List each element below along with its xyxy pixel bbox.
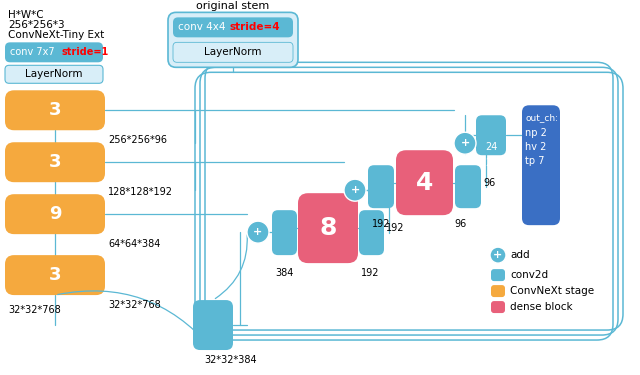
Text: conv 7x7: conv 7x7 [10, 47, 58, 57]
FancyBboxPatch shape [396, 150, 453, 215]
Text: ConvNeXt-Tiny Ext: ConvNeXt-Tiny Ext [8, 30, 104, 40]
Text: 128*128*192: 128*128*192 [108, 187, 173, 197]
FancyBboxPatch shape [455, 165, 481, 208]
Text: dense block: dense block [510, 302, 573, 312]
Text: LayerNorm: LayerNorm [204, 47, 262, 57]
FancyBboxPatch shape [5, 65, 103, 83]
FancyBboxPatch shape [368, 165, 394, 208]
Text: H*W*C: H*W*C [8, 10, 44, 20]
Text: 256*256*3: 256*256*3 [8, 20, 65, 30]
Text: 32*32*768: 32*32*768 [8, 305, 61, 315]
Text: 4: 4 [416, 171, 433, 195]
FancyBboxPatch shape [491, 301, 505, 313]
FancyBboxPatch shape [173, 17, 293, 38]
Circle shape [490, 247, 506, 263]
Text: 8: 8 [319, 216, 337, 240]
FancyBboxPatch shape [173, 42, 293, 62]
Circle shape [247, 221, 269, 243]
Text: 9: 9 [49, 205, 61, 223]
Text: 24: 24 [485, 158, 497, 168]
Circle shape [344, 179, 366, 201]
Text: +: + [493, 250, 502, 260]
Text: 3: 3 [49, 101, 61, 119]
Text: stride=4: stride=4 [230, 22, 280, 32]
Text: 192: 192 [361, 268, 380, 278]
FancyBboxPatch shape [168, 12, 298, 67]
FancyBboxPatch shape [5, 42, 103, 62]
Circle shape [454, 132, 476, 154]
FancyBboxPatch shape [5, 90, 105, 130]
Text: 384: 384 [275, 268, 294, 278]
Text: out_ch:: out_ch: [525, 113, 558, 122]
Text: +: + [460, 138, 470, 148]
FancyBboxPatch shape [5, 255, 105, 295]
Text: 96: 96 [454, 219, 467, 229]
FancyBboxPatch shape [359, 210, 384, 255]
FancyBboxPatch shape [272, 210, 297, 255]
Text: stride=1: stride=1 [61, 47, 108, 57]
Text: tp 7: tp 7 [525, 156, 545, 166]
Text: 3: 3 [49, 153, 61, 171]
Text: hv 2: hv 2 [525, 142, 547, 152]
Text: conv2d: conv2d [510, 270, 548, 280]
Text: +: + [253, 227, 262, 237]
FancyBboxPatch shape [491, 269, 505, 281]
Text: LayerNorm: LayerNorm [25, 69, 83, 79]
Text: ConvNeXt stage: ConvNeXt stage [510, 286, 594, 296]
Text: 256*256*96: 256*256*96 [108, 135, 167, 145]
FancyBboxPatch shape [5, 194, 105, 234]
FancyBboxPatch shape [476, 115, 506, 155]
Text: 3: 3 [49, 266, 61, 284]
FancyBboxPatch shape [193, 300, 233, 350]
FancyBboxPatch shape [491, 285, 505, 297]
Text: +: + [350, 185, 360, 195]
Text: np 2: np 2 [525, 128, 547, 138]
Text: 32*32*384: 32*32*384 [205, 355, 257, 365]
Text: 24: 24 [485, 142, 497, 152]
Text: 192: 192 [372, 219, 390, 229]
Text: original stem: original stem [196, 2, 269, 11]
Text: 64*64*384: 64*64*384 [108, 239, 161, 249]
FancyBboxPatch shape [298, 193, 358, 263]
Text: add: add [510, 250, 530, 260]
Text: conv 4x4: conv 4x4 [178, 22, 228, 32]
Text: 32*32*768: 32*32*768 [108, 300, 161, 310]
FancyBboxPatch shape [522, 105, 560, 225]
FancyBboxPatch shape [5, 142, 105, 182]
Text: 96: 96 [483, 178, 495, 188]
Text: 192: 192 [386, 223, 404, 233]
